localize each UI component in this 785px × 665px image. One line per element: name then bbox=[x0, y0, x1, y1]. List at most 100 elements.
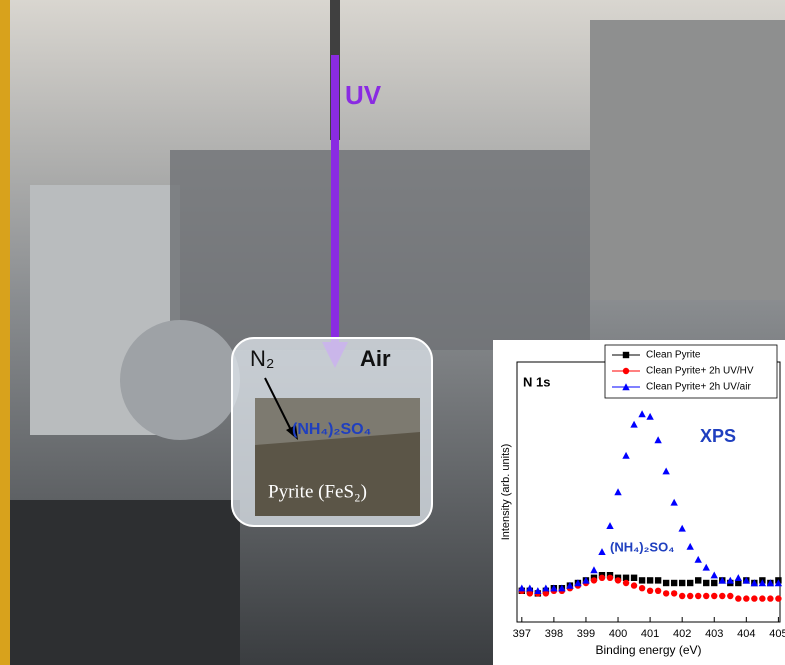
chart-label: XPS bbox=[700, 426, 736, 446]
data-point bbox=[654, 587, 662, 594]
uv-label: UV bbox=[345, 80, 382, 110]
x-tick-label: 404 bbox=[737, 628, 755, 640]
data-point bbox=[710, 571, 718, 579]
data-point bbox=[695, 592, 702, 600]
data-point bbox=[654, 577, 662, 584]
data-point bbox=[550, 584, 558, 592]
data-point bbox=[614, 577, 622, 584]
data-point bbox=[703, 592, 710, 600]
x-tick-label: 399 bbox=[577, 628, 595, 640]
data-point bbox=[646, 577, 654, 584]
data-point bbox=[526, 584, 534, 592]
data-point bbox=[646, 412, 654, 420]
sample-photo bbox=[255, 432, 420, 516]
ammonium-label: (NH₄)₂SO₄ bbox=[292, 421, 371, 438]
peak-label: (NH₄)₂SO₄ bbox=[610, 539, 674, 554]
data-point bbox=[726, 576, 734, 584]
data-point bbox=[598, 574, 606, 581]
data-point bbox=[638, 577, 646, 584]
data-point bbox=[766, 579, 775, 587]
data-point bbox=[614, 488, 622, 496]
data-point bbox=[703, 579, 710, 587]
data-point bbox=[759, 595, 766, 602]
equipment bbox=[590, 20, 785, 300]
data-point bbox=[622, 451, 630, 459]
data-point bbox=[542, 584, 550, 592]
equipment bbox=[10, 500, 240, 665]
data-point bbox=[526, 590, 534, 597]
data-point bbox=[767, 595, 774, 602]
legend-label: Clean Pyrite+ 2h UV/HV bbox=[646, 366, 754, 377]
equipment bbox=[120, 320, 240, 440]
data-point bbox=[686, 579, 694, 587]
chart-title: N 1s bbox=[523, 374, 550, 389]
data-point bbox=[630, 582, 638, 589]
data-point bbox=[638, 410, 646, 418]
x-tick-label: 402 bbox=[673, 628, 691, 640]
data-point bbox=[775, 595, 782, 602]
data-point bbox=[606, 522, 614, 529]
data-point bbox=[622, 574, 630, 581]
x-axis-label: Binding energy (eV) bbox=[595, 643, 701, 657]
x-tick-label: 401 bbox=[641, 628, 659, 640]
data-point bbox=[694, 555, 702, 563]
data-point bbox=[735, 595, 742, 602]
data-point bbox=[758, 579, 767, 587]
data-point bbox=[606, 574, 614, 581]
data-point bbox=[638, 585, 646, 592]
data-point bbox=[646, 587, 654, 594]
air-label: Air bbox=[360, 346, 391, 371]
legend-marker bbox=[622, 351, 630, 359]
data-point bbox=[734, 574, 743, 581]
data-point bbox=[718, 576, 726, 584]
data-point bbox=[566, 581, 574, 589]
data-point bbox=[751, 595, 758, 602]
data-point bbox=[590, 577, 598, 584]
data-point bbox=[598, 548, 606, 555]
data-point bbox=[558, 584, 566, 592]
data-point bbox=[582, 576, 590, 584]
y-axis-label: Intensity (arb. units) bbox=[500, 444, 512, 541]
legend-label: Clean Pyrite bbox=[646, 350, 701, 361]
data-point bbox=[662, 590, 670, 597]
data-point bbox=[670, 579, 678, 587]
data-point bbox=[678, 524, 686, 532]
data-point bbox=[719, 592, 726, 600]
data-point bbox=[711, 579, 718, 587]
data-point bbox=[702, 563, 710, 571]
data-point bbox=[743, 595, 750, 602]
data-point bbox=[670, 590, 678, 597]
data-point bbox=[735, 579, 742, 587]
pyrite-label: Pyrite (FeS₂) bbox=[268, 481, 367, 502]
data-point bbox=[678, 592, 686, 600]
data-point bbox=[654, 436, 662, 444]
n2-label: N₂ bbox=[250, 346, 274, 371]
data-point bbox=[711, 592, 718, 600]
legend-marker bbox=[622, 383, 630, 391]
data-point bbox=[686, 542, 694, 550]
edge-strip bbox=[0, 0, 10, 665]
data-point bbox=[695, 577, 702, 584]
data-point bbox=[630, 574, 638, 581]
data-point bbox=[662, 579, 670, 587]
data-point bbox=[742, 576, 751, 584]
data-point bbox=[686, 592, 694, 600]
x-tick-label: 403 bbox=[705, 628, 723, 640]
data-point bbox=[542, 590, 550, 597]
data-point bbox=[750, 579, 759, 587]
data-point bbox=[574, 579, 582, 587]
data-point bbox=[518, 584, 526, 592]
equipment bbox=[170, 150, 590, 350]
data-point bbox=[670, 498, 678, 506]
chart: 397 398 399 400 401 402 403 404 405 Binding energ… bbox=[500, 344, 785, 657]
x-tick-label: 398 bbox=[545, 628, 563, 640]
data-point bbox=[774, 579, 783, 587]
data-point bbox=[622, 579, 630, 587]
x-tick-label: 400 bbox=[609, 628, 627, 640]
data-point bbox=[727, 592, 734, 600]
data-point bbox=[678, 579, 686, 587]
legend-marker bbox=[622, 367, 630, 375]
n2-arrow-head bbox=[286, 425, 298, 440]
